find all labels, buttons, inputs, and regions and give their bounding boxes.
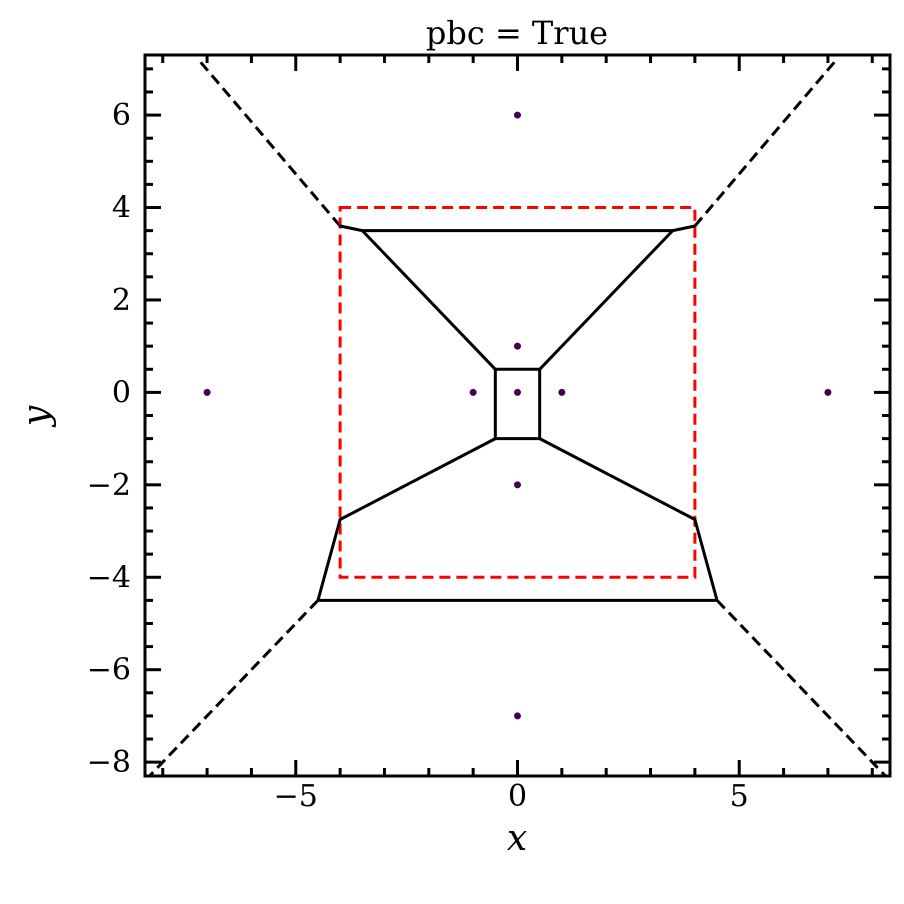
y-tick-labels: −8 −6 −4 −2 0 2 4 6: [87, 98, 131, 780]
data-point-8: [203, 388, 211, 396]
voronoi-edge-12: [693, 517, 719, 602]
y-tick-label: −4: [87, 560, 131, 595]
data-point-0: [514, 388, 521, 396]
data-point-4: [514, 481, 521, 489]
data-point-1: [514, 342, 521, 350]
x-tick-labels: −5 0 5: [274, 779, 749, 814]
voronoi-edge-5: [538, 229, 675, 371]
voronoi-ray-0: [199, 60, 342, 227]
x-tick-label: 0: [508, 779, 527, 814]
voronoi-edge-9: [338, 437, 497, 521]
seed-points: [203, 111, 832, 720]
voronoi-ray-1: [693, 60, 836, 227]
data-point-6: [514, 712, 521, 720]
y-tick-label: 2: [112, 283, 131, 318]
cell-box: [338, 206, 697, 579]
voronoi-ray-2: [148, 599, 320, 776]
y-tick-label: −8: [87, 745, 131, 780]
y-tick-label: −6: [87, 653, 131, 688]
data-point-2: [558, 388, 566, 396]
voronoi-edge-10: [538, 437, 697, 521]
voronoi-rays: [148, 60, 887, 776]
voronoi-edge-11: [316, 517, 342, 602]
x-tick-label: −5: [274, 779, 318, 814]
chart-title: pbc = True: [426, 14, 608, 52]
voronoi-ray-3: [715, 599, 887, 776]
plot-area: [148, 60, 887, 776]
y-axis-label: y: [16, 405, 57, 428]
x-tick-label: 5: [730, 779, 749, 814]
data-point-7: [824, 388, 832, 396]
voronoi-edge-7: [338, 224, 364, 233]
axis-ticks: [145, 55, 890, 776]
voronoi-edges: [316, 224, 719, 602]
y-tick-label: 4: [112, 191, 131, 226]
y-tick-label: 6: [112, 98, 131, 133]
y-tick-label: −2: [87, 468, 131, 503]
periodic-cell-boundary: [338, 206, 697, 579]
y-tick-label: 0: [112, 375, 131, 410]
voronoi-edge-8: [671, 224, 697, 233]
x-axis-label: x: [507, 818, 527, 859]
data-point-3: [469, 388, 477, 396]
data-point-5: [514, 111, 521, 119]
voronoi-edge-4: [360, 229, 497, 371]
plot-frame: [143, 53, 892, 778]
